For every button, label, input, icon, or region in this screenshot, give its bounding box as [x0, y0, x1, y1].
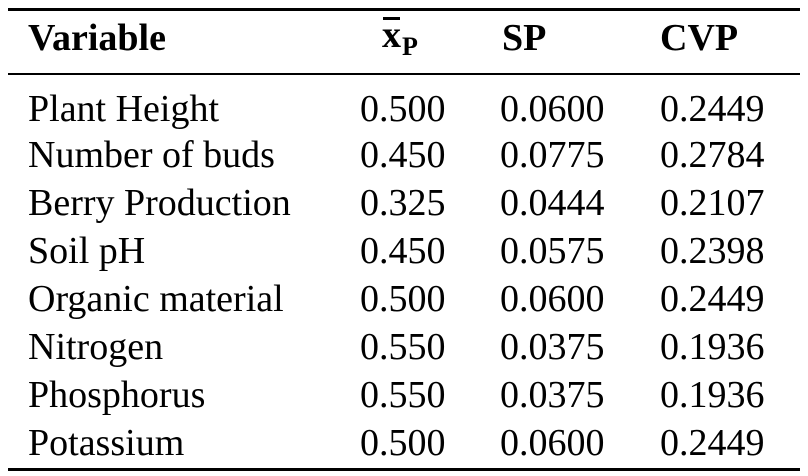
cell-variable: Berry Production [28, 182, 291, 224]
cell-sp: 0.0600 [500, 278, 605, 320]
cell-mean: 0.500 [360, 278, 446, 320]
cell-cvp: 0.2449 [660, 88, 765, 130]
mean-symbol-base: x [382, 14, 401, 56]
table-row: Potassium 0.500 0.0600 0.2449 [0, 419, 808, 467]
cell-sp: 0.0375 [500, 326, 605, 368]
table-row: Plant Height 0.500 0.0600 0.2449 [0, 75, 808, 131]
mean-symbol: xP [382, 13, 418, 62]
header-mean: xP [352, 0, 470, 75]
cell-cvp: 0.2784 [660, 134, 765, 176]
cell-sp: 0.0600 [500, 88, 605, 130]
header-row: Variable xP SP CVP [0, 0, 808, 75]
cell-cvp: 0.2449 [660, 422, 765, 464]
cell-mean: 0.325 [360, 182, 446, 224]
cell-cvp: 0.1936 [660, 326, 765, 368]
cell-variable: Organic material [28, 278, 284, 320]
table-body: Plant Height 0.500 0.0600 0.2449 Number of b… [0, 75, 808, 467]
cell-variable: Soil pH [28, 230, 146, 272]
cell-mean: 0.500 [360, 88, 446, 130]
cell-mean: 0.500 [360, 422, 446, 464]
cell-sp: 0.0375 [500, 374, 605, 416]
bottom-rule [8, 468, 800, 471]
cell-variable: Potassium [28, 422, 185, 464]
cell-variable: Plant Height [28, 88, 220, 130]
mean-symbol-subscript: P [402, 32, 418, 61]
cell-mean: 0.450 [360, 134, 446, 176]
cell-sp: 0.0444 [500, 182, 605, 224]
table-header: Variable xP SP CVP [0, 0, 808, 75]
table-row: Organic material 0.500 0.0600 0.2449 [0, 275, 808, 323]
cell-variable: Nitrogen [28, 326, 164, 368]
cell-variable: Number of buds [28, 134, 275, 176]
header-cvp: CVP [660, 16, 739, 59]
top-rule [8, 8, 800, 11]
header-rule [8, 73, 800, 75]
cell-mean: 0.550 [360, 326, 446, 368]
table-row: Nitrogen 0.550 0.0375 0.1936 [0, 323, 808, 371]
table-row: Berry Production 0.325 0.0444 0.2107 [0, 179, 808, 227]
table-row: Soil pH 0.450 0.0575 0.2398 [0, 227, 808, 275]
cell-mean: 0.450 [360, 230, 446, 272]
cell-sp: 0.0775 [500, 134, 605, 176]
cell-cvp: 0.2449 [660, 278, 765, 320]
cell-sp: 0.0575 [500, 230, 605, 272]
cell-cvp: 0.2107 [660, 182, 765, 224]
table-row: Number of buds 0.450 0.0775 0.2784 [0, 131, 808, 179]
cell-variable: Phosphorus [28, 374, 206, 416]
cell-cvp: 0.2398 [660, 230, 765, 272]
cell-mean: 0.550 [360, 374, 446, 416]
header-variable: Variable [28, 16, 166, 59]
cell-sp: 0.0600 [500, 422, 605, 464]
table-row: Phosphorus 0.550 0.0375 0.1936 [0, 371, 808, 419]
cell-cvp: 0.1936 [660, 374, 765, 416]
header-sp: SP [502, 16, 547, 59]
